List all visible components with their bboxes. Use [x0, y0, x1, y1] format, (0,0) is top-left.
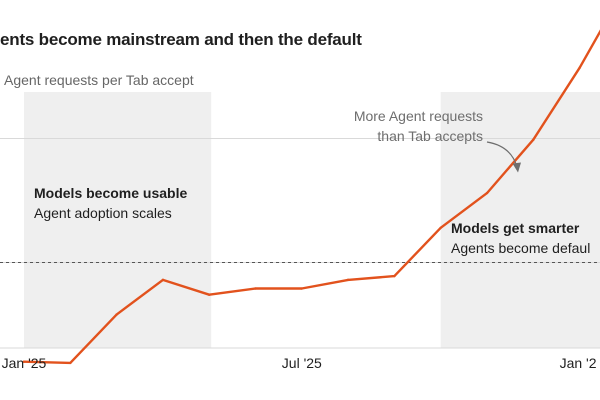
data-point-2025-11: [485, 191, 489, 195]
shaded-period-2: [440, 92, 600, 348]
annotation-crossover-line1: More Agent requests: [353, 108, 483, 124]
data-point-2025-02: [69, 361, 72, 365]
annotation-crossover-line2: than Tab accepts: [377, 128, 483, 144]
series-line: [22, 29, 600, 365]
data-point-2025-03: [115, 313, 118, 316]
data-point-2025-08: [346, 278, 350, 282]
crossover-arrow-head: [512, 162, 521, 173]
data-point-2026-01: [578, 66, 581, 70]
chart-title: ents become mainstream and then the defa…: [0, 30, 362, 49]
x-tick-label-3: Jan '2: [560, 355, 597, 371]
data-point-2025-04: [161, 278, 165, 282]
data-point-2025-05: [208, 293, 211, 296]
data-point-2025-09: [393, 274, 396, 278]
data-point-2025-10: [439, 226, 442, 229]
y-axis-label: Agent requests per Tab accept: [4, 72, 194, 88]
x-tick-label-2: Jul '25: [282, 355, 322, 371]
annotation-smarter-title: Models get smarter: [451, 220, 580, 236]
annotation-usable-subtitle: Agent adoption scales: [34, 205, 172, 221]
annotation-smarter-subtitle: Agents become defaul: [451, 240, 591, 256]
annotation-usable-title: Models become usable: [34, 185, 188, 201]
data-point-2025-01: [22, 360, 26, 363]
data-point-2025-12: [532, 138, 535, 141]
data-point-2025-06: [254, 287, 257, 290]
shaded-period-1: [24, 92, 212, 348]
x-tick-label-1: Jan '25: [2, 355, 47, 371]
data-point-2025-07: [300, 287, 303, 290]
